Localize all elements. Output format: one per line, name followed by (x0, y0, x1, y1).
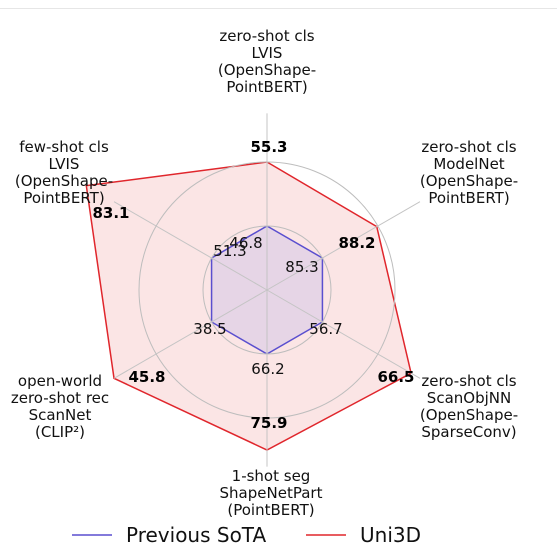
axis-label-line: 1-shot seg (232, 467, 311, 485)
axis-label-4: 1-shot seg ShapeNetPart (PointBERT) (220, 467, 323, 519)
uni3d-value-label: 83.1 (92, 204, 129, 222)
axis-label-6: few-shot cls LVIS (OpenShape-PointBERT) (15, 138, 113, 207)
axis-spoke-6 (113, 201, 268, 291)
axis-label-line: zero-shot rec (11, 389, 109, 407)
legend-label-1: Previous SoTA (126, 523, 266, 547)
previous-sota-value-label: 51.3 (213, 242, 246, 260)
axis-label-line: LVIS (49, 155, 80, 173)
axis-label-line: (OpenShape- (420, 406, 518, 424)
previous-sota-value-label: 46.8 (229, 234, 262, 252)
axis-label-2: zero-shot cls ModelNet (OpenShape-PointBER… (420, 138, 518, 207)
axis-label-line: SparseConv) (421, 423, 516, 441)
axis-label-line: LVIS (252, 44, 283, 62)
axis-label-line: ModelNet (433, 155, 504, 173)
axis-label-line: (PointBERT) (227, 501, 314, 519)
axis-label-line: few-shot cls (19, 138, 109, 156)
axis-label-line: ScanObjNN (427, 389, 511, 407)
axis-label-line: PointBERT) (226, 78, 307, 96)
uni3d-value-label: 55.3 (250, 138, 287, 156)
axis-label-line: PointBERT) (428, 189, 509, 207)
uni3d-value-label: 66.5 (377, 368, 414, 386)
axis-label-line: zero-shot cls (421, 372, 516, 390)
axis-label-3: zero-shot cls ScanObjNN (OpenShape-SparseC… (420, 372, 518, 441)
previous-sota-value-label: 66.2 (251, 360, 284, 378)
uni3d-value-label: 45.8 (128, 368, 165, 386)
previous-sota-value-label: 38.5 (193, 320, 226, 338)
axis-label-line: ScanNet (29, 406, 92, 424)
axis-spoke-3 (266, 289, 421, 379)
axis-label-line: zero-shot cls (219, 27, 314, 45)
axis-label-line: zero-shot cls (421, 138, 516, 156)
axis-spoke-2 (266, 201, 421, 291)
top-divider (0, 8, 557, 9)
axis-label-line: (OpenShape- (420, 172, 518, 190)
axis-label-line: PointBERT) (23, 189, 104, 207)
uni3d-value-label: 75.9 (250, 414, 287, 432)
axis-label-line: (CLIP²) (35, 423, 85, 441)
axis-label-line: open-world (18, 372, 102, 390)
previous-sota-value-label: 85.3 (285, 258, 318, 276)
axis-label-5: open-world zero-shot rec ScanNet (CLIP²) (11, 372, 109, 441)
axis-label-line: ShapeNetPart (220, 484, 323, 502)
uni3d-value-label: 88.2 (338, 234, 375, 252)
axis-label-line: (OpenShape- (15, 172, 113, 190)
axis-spoke-5 (113, 289, 268, 379)
axis-label-line: (OpenShape- (218, 61, 316, 79)
legend-label-2: Uni3D (360, 523, 421, 547)
previous-sota-value-label: 56.7 (309, 320, 342, 338)
axis-label-1: zero-shot cls LVIS (OpenShape-PointBERT) (218, 27, 316, 96)
